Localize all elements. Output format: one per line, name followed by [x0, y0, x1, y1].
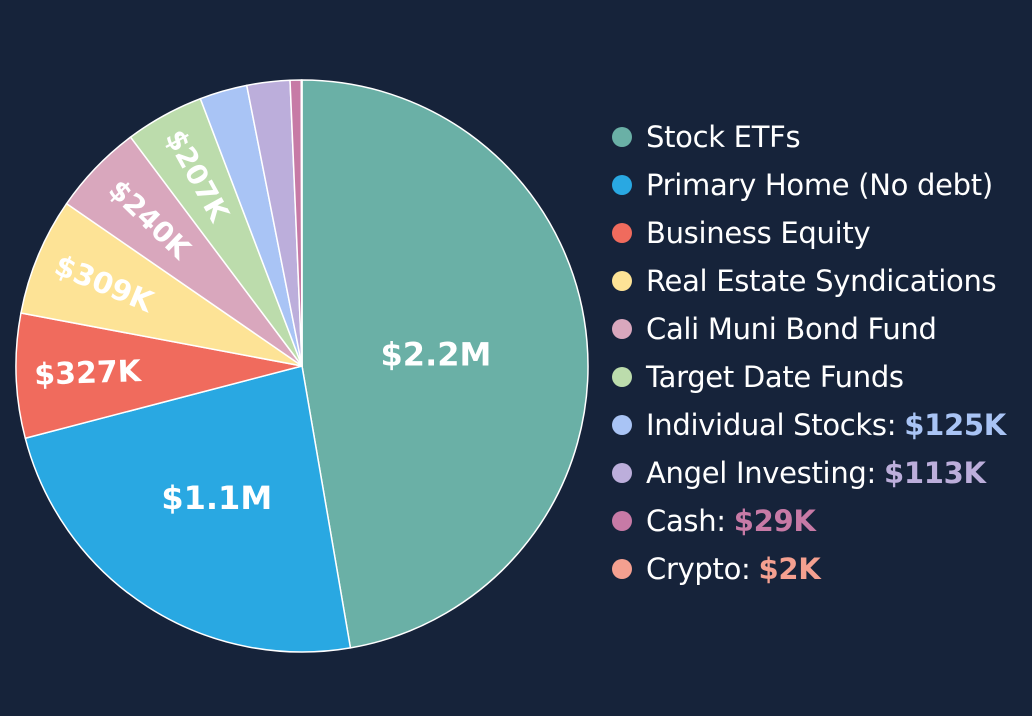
- legend-value: $2K: [758, 552, 821, 586]
- legend-item: Individual Stocks: $125K: [612, 401, 1028, 449]
- legend-swatch: [612, 175, 632, 195]
- pie-slice-business-equity: [15, 312, 303, 439]
- legend-value: $125K: [904, 408, 1006, 442]
- legend-swatch: [612, 463, 632, 483]
- legend-swatch: [612, 367, 632, 387]
- legend-label: Crypto:: [646, 552, 751, 586]
- legend-value: $113K: [883, 456, 986, 490]
- legend-item: Stock ETFs: [612, 113, 1028, 161]
- legend-swatch: [612, 559, 632, 579]
- legend-label: Business Equity: [646, 216, 871, 250]
- legend-label: Cash:: [646, 504, 726, 538]
- legend-item: Real Estate Syndications: [612, 257, 1028, 305]
- legend-swatch: [612, 415, 632, 435]
- legend-swatch: [612, 127, 632, 147]
- legend-item: Primary Home (No debt): [612, 161, 1028, 209]
- legend-swatch: [612, 511, 632, 531]
- legend-label: Target Date Funds: [646, 360, 904, 394]
- slice-data-label: $1.1M: [161, 479, 272, 517]
- legend-item: Cash: $29K: [612, 497, 1028, 545]
- legend-item: Business Equity: [612, 209, 1028, 257]
- legend-item: Crypto: $2K: [612, 545, 1028, 593]
- legend-label: Real Estate Syndications: [646, 264, 997, 298]
- pie-slice-stock-etfs: [301, 79, 589, 649]
- pie-slice-real-estate-syndications: [20, 202, 303, 367]
- legend-label: Stock ETFs: [646, 120, 801, 154]
- legend-label: Individual Stocks:: [646, 408, 897, 442]
- legend-item: Cali Muni Bond Fund: [612, 305, 1028, 353]
- pie-slice-primary-home-no-debt: [24, 365, 352, 653]
- legend: Stock ETFs Primary Home (No debt) Business…: [612, 113, 1028, 593]
- legend-item: Angel Investing: $113K: [612, 449, 1028, 497]
- slice-data-label: $2.2M: [381, 336, 492, 374]
- legend-item: Target Date Funds: [612, 353, 1028, 401]
- pie-slice-crypto: [300, 79, 303, 367]
- legend-label: Cali Muni Bond Fund: [646, 312, 937, 346]
- legend-value: $29K: [733, 504, 816, 538]
- slice-data-label: $327K: [34, 354, 144, 393]
- legend-label: Angel Investing:: [646, 456, 876, 490]
- legend-label: Primary Home (No debt): [646, 168, 993, 202]
- legend-swatch: [612, 319, 632, 339]
- legend-swatch: [612, 223, 632, 243]
- legend-swatch: [612, 271, 632, 291]
